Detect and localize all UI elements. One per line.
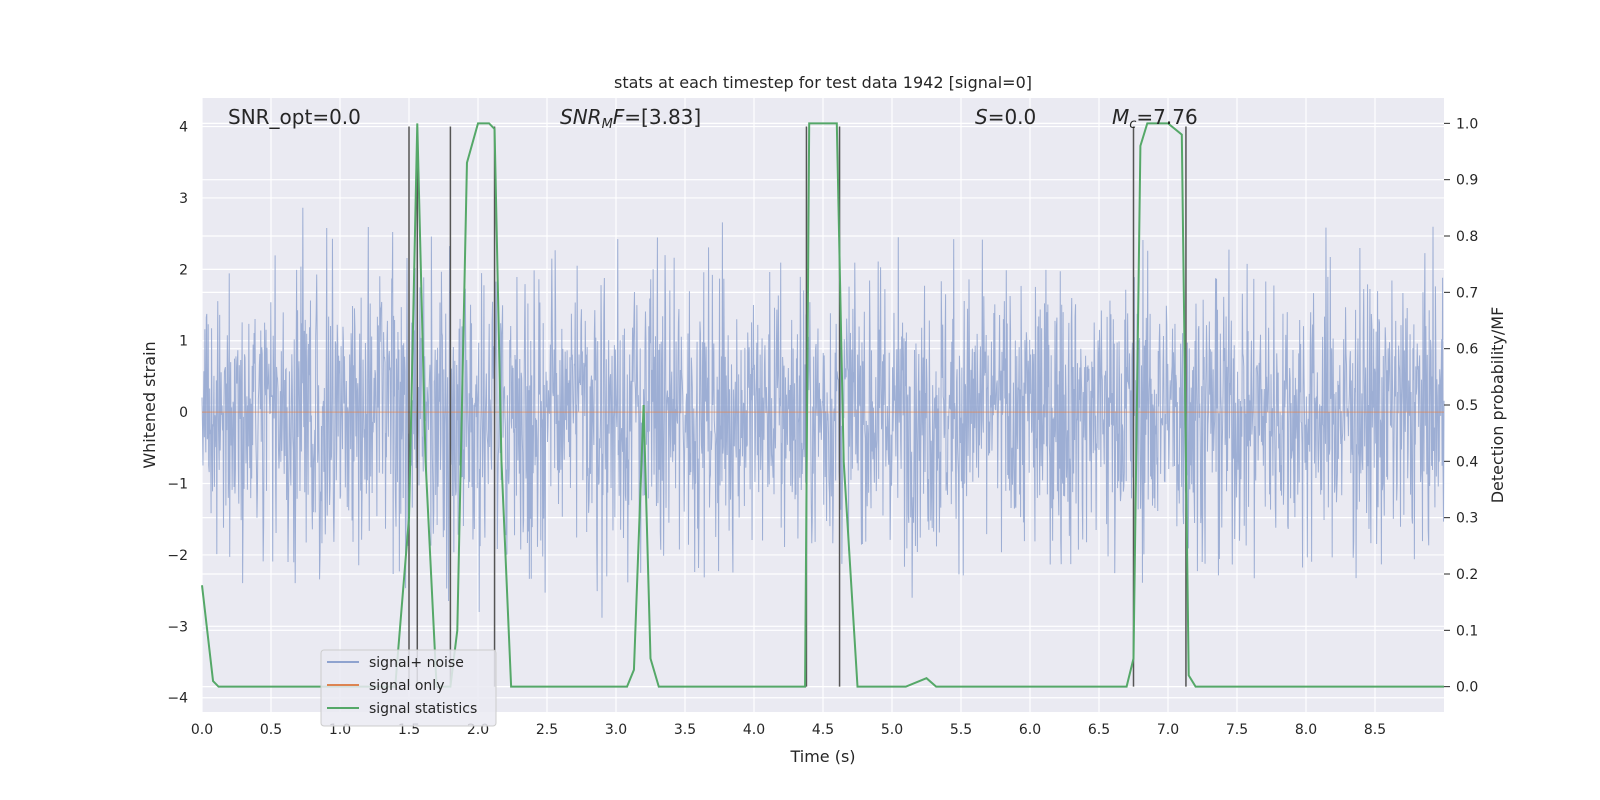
y-ticks: 4 3 2 1 0 −1 −2 −3 −4 xyxy=(167,120,188,707)
x-axis-label: Time (s) xyxy=(789,747,855,766)
x-tick-11: 5.5 xyxy=(950,722,972,738)
annotation-snr-mf: SNRMF=[3.83] xyxy=(560,105,701,132)
x-tick-1: 0.5 xyxy=(260,722,282,738)
y-tick-2: 2 xyxy=(179,262,188,278)
legend-label-signal: signal only xyxy=(369,678,444,694)
x-tick-0: 0.0 xyxy=(191,722,213,738)
y-axis-label: Whitened strain xyxy=(140,341,159,468)
y-tick-7: −3 xyxy=(167,619,188,635)
annotation-mc: Mc=7.76 xyxy=(1112,105,1198,132)
y-tick-8: −4 xyxy=(167,691,188,707)
y-tick-1: 3 xyxy=(179,191,188,207)
x-tick-7: 3.5 xyxy=(674,722,696,738)
y-tick-4: 0 xyxy=(179,405,188,421)
x-tick-13: 6.5 xyxy=(1088,722,1110,738)
y-ticks-right: 1.0 0.9 0.8 0.7 0.6 0.5 0.4 0.3 0.2 0.1 0.0 xyxy=(1444,116,1478,696)
yr-tick-0: 1.0 xyxy=(1456,116,1478,132)
x-tick-16: 8.0 xyxy=(1295,722,1317,738)
legend-label-noise: signal+ noise xyxy=(369,655,464,671)
x-tick-6: 3.0 xyxy=(605,722,627,738)
yr-tick-6: 0.4 xyxy=(1456,454,1478,470)
x-tick-5: 2.5 xyxy=(536,722,558,738)
yr-tick-2: 0.8 xyxy=(1456,229,1478,245)
annotation-snr-opt: SNR_opt=0.0 xyxy=(228,105,361,129)
y-tick-3: 1 xyxy=(179,334,188,350)
yr-tick-3: 0.7 xyxy=(1456,285,1478,301)
yr-tick-4: 0.6 xyxy=(1456,342,1478,358)
yr-tick-10: 0.0 xyxy=(1456,680,1478,696)
legend: signal+ noise signal only signal statist… xyxy=(320,649,497,727)
y-tick-5: −1 xyxy=(167,477,188,493)
x-tick-14: 7.0 xyxy=(1157,722,1179,738)
y-axis-label-right: Detection probability/MF xyxy=(1488,307,1507,504)
y-tick-6: −2 xyxy=(167,548,188,564)
x-tick-15: 7.5 xyxy=(1226,722,1248,738)
y-tick-0: 4 xyxy=(179,120,188,136)
x-tick-10: 5.0 xyxy=(881,722,903,738)
x-tick-12: 6.0 xyxy=(1019,722,1041,738)
x-tick-9: 4.5 xyxy=(812,722,834,738)
yr-tick-7: 0.3 xyxy=(1456,511,1478,527)
yr-tick-8: 0.2 xyxy=(1456,567,1478,583)
chart-title: stats at each timestep for test data 194… xyxy=(614,73,1032,92)
legend-box xyxy=(320,649,497,727)
yr-tick-1: 0.9 xyxy=(1456,173,1478,189)
legend-label-stats: signal statistics xyxy=(369,701,477,717)
x-tick-17: 8.5 xyxy=(1364,722,1386,738)
yr-tick-9: 0.1 xyxy=(1456,623,1478,639)
x-tick-8: 4.0 xyxy=(743,722,765,738)
yr-tick-5: 0.5 xyxy=(1456,398,1478,414)
annotation-s: S=0.0 xyxy=(975,105,1036,129)
